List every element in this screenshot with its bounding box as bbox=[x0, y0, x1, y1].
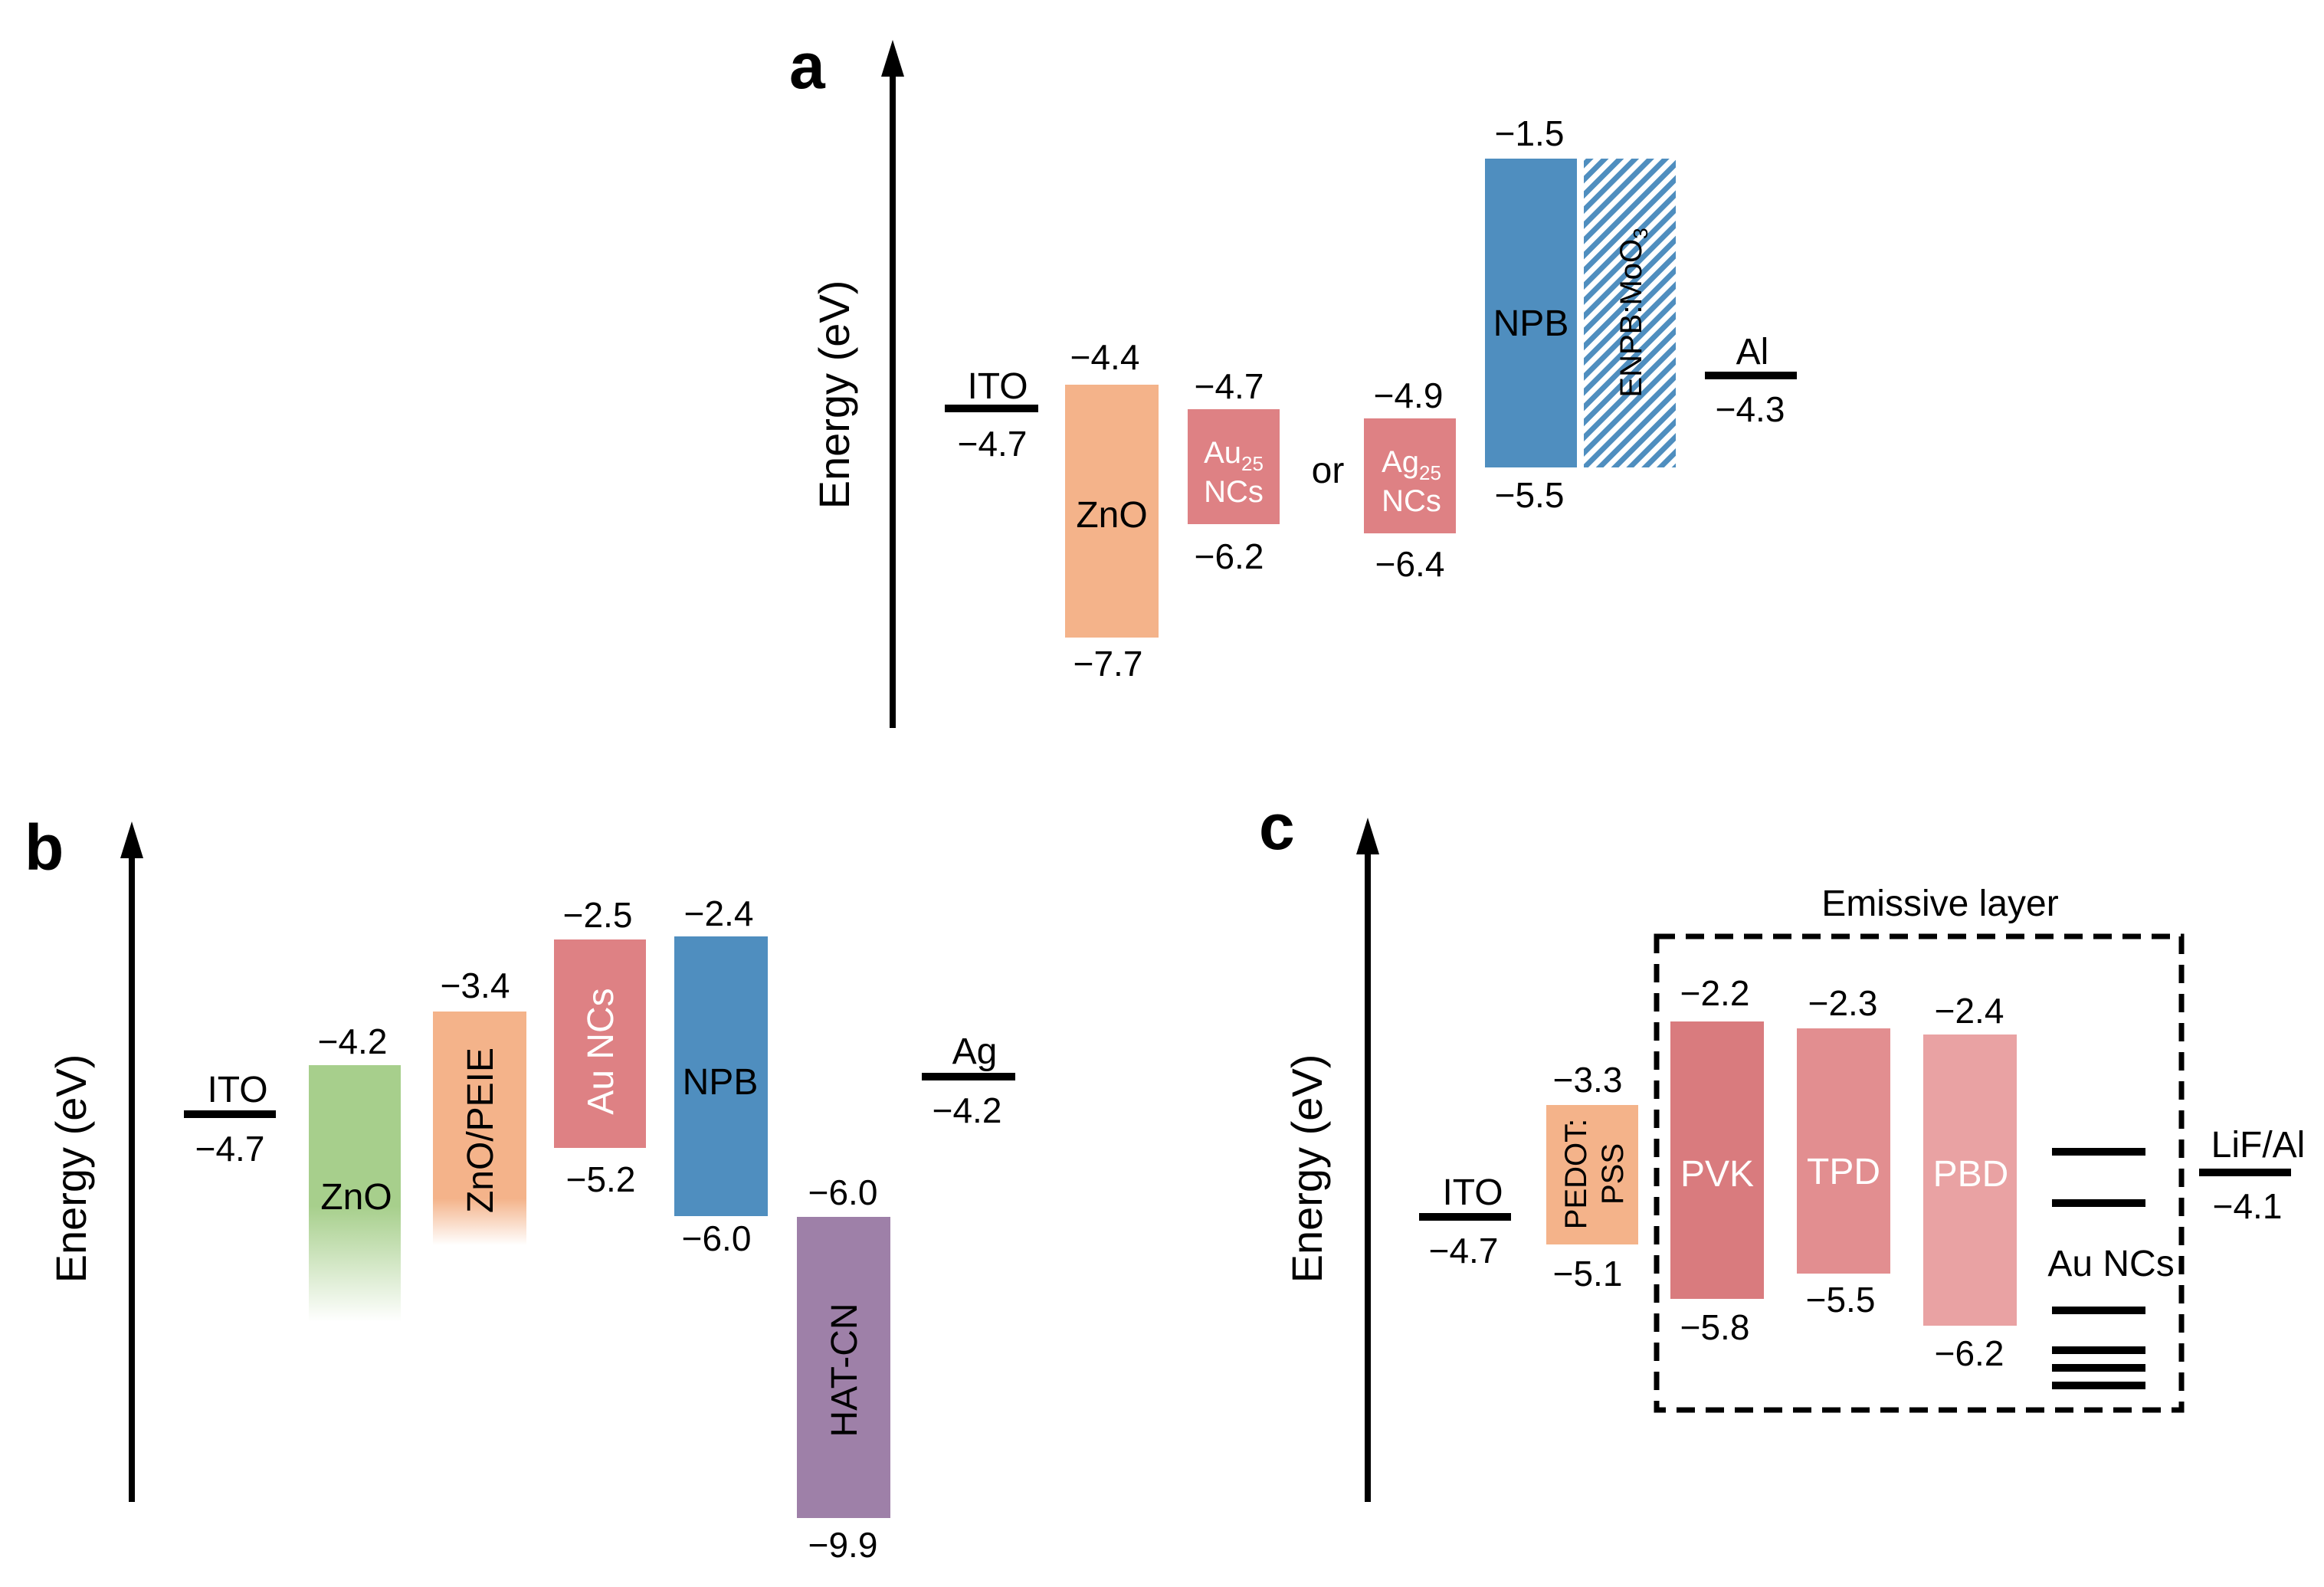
panel-c-letter: c bbox=[1259, 791, 1295, 863]
ag25-main: Ag bbox=[1382, 445, 1419, 479]
panel-b-hatcn-top-value: −6.0 bbox=[808, 1172, 878, 1212]
panel-a-zno-top-value: −4.4 bbox=[1070, 337, 1140, 377]
panel-a-letter: a bbox=[789, 30, 826, 102]
panel-c: c Energy (eV) ITO −4.7 −3.3 PEDOT: PSS −… bbox=[1259, 791, 2305, 1502]
panel-a-ag25-label-line2: NCs bbox=[1382, 484, 1441, 518]
panel-b-npb-label: NPB bbox=[683, 1062, 759, 1103]
panel-a-or-text: or bbox=[1312, 451, 1345, 491]
panel-a-npb-label: NPB bbox=[1493, 303, 1569, 344]
panel-a-ito-value: −4.7 bbox=[958, 424, 1028, 464]
panel-b: b Energy (eV) ITO −4.7 −4.2 ZnO −3.4 ZnO… bbox=[25, 812, 1015, 1565]
panel-b-aunc-top-value: −2.5 bbox=[563, 895, 633, 935]
panel-a-ag25-bar bbox=[1364, 418, 1456, 533]
panel-b-zno-label: ZnO bbox=[320, 1177, 392, 1218]
panel-b-hatcn-label: HAT-CN bbox=[824, 1303, 865, 1437]
panel-a-npb-bottom-value: −5.5 bbox=[1495, 475, 1565, 515]
panel-a: a Energy (eV) ITO −4.7 −4.4 ZnO −7.7 −4.… bbox=[789, 30, 1797, 728]
panel-b-npb-top-value: −2.4 bbox=[684, 894, 754, 933]
panel-a-ito-label: ITO bbox=[967, 366, 1028, 407]
panel-c-pvk-bottom-value: −5.8 bbox=[1680, 1307, 1750, 1347]
panel-a-ag25-bottom-value: −6.4 bbox=[1375, 544, 1445, 584]
panel-a-zno-label: ZnO bbox=[1076, 495, 1147, 536]
panel-b-axis-arrowhead bbox=[120, 821, 143, 858]
panel-c-pbd-bottom-value: −6.2 bbox=[1935, 1333, 2004, 1373]
panel-a-au25-label-line2: NCs bbox=[1204, 475, 1264, 509]
panel-c-pvk-bar bbox=[1670, 1021, 1764, 1299]
panel-c-lifal-label: LiF/Al bbox=[2211, 1125, 2306, 1166]
panel-c-aunc-levels bbox=[2052, 1148, 2145, 1389]
panel-c-tpd-label: TPD bbox=[1807, 1152, 1880, 1192]
panel-c-lifal-value: −4.1 bbox=[2213, 1186, 2283, 1226]
panel-c-axis-label: Energy (eV) bbox=[1283, 1054, 1331, 1284]
panel-b-npb-bar bbox=[674, 936, 768, 1216]
panel-b-npb-bottom-value: −6.0 bbox=[682, 1218, 752, 1258]
au25-main: Au bbox=[1204, 436, 1241, 470]
enpb-main: ENPB:MoO bbox=[1614, 239, 1648, 398]
emissive-layer-box bbox=[1654, 933, 2185, 1413]
panel-c-pedot-bottom-value: −5.1 bbox=[1553, 1254, 1623, 1294]
panel-a-al-label: Al bbox=[1736, 332, 1769, 372]
ag25-sub: 25 bbox=[1419, 461, 1441, 484]
panel-b-znopeie-bar bbox=[433, 1012, 526, 1245]
panel-a-axis-label: Energy (eV) bbox=[810, 280, 858, 510]
panel-b-aunc-bar bbox=[554, 939, 646, 1148]
panel-c-ito-label: ITO bbox=[1442, 1172, 1503, 1213]
panel-a-au25-label: Au25 bbox=[1204, 436, 1264, 475]
panel-b-hatcn-bottom-value: −9.9 bbox=[808, 1525, 878, 1565]
panel-c-tpd-top-value: −2.3 bbox=[1808, 983, 1878, 1023]
panel-a-axis-arrowhead bbox=[881, 40, 904, 77]
panel-c-axis-arrowhead bbox=[1356, 818, 1379, 854]
panel-a-npb-bar bbox=[1485, 159, 1577, 467]
enpb-sub: 3 bbox=[1629, 228, 1652, 238]
panel-a-zno-bar bbox=[1065, 385, 1159, 638]
panel-b-hatcn-bar bbox=[797, 1217, 890, 1518]
panel-b-znopeie-label: ZnO/PEIE bbox=[461, 1048, 501, 1213]
panel-b-aunc-label: Au NCs bbox=[581, 988, 621, 1114]
panel-c-pedot-label-line1: PEDOT: bbox=[1559, 1119, 1593, 1229]
panel-c-aunc-label: Au NCs bbox=[2047, 1244, 2174, 1284]
emissive-layer-label: Emissive layer bbox=[1821, 884, 2058, 924]
panel-c-pbd-bar bbox=[1923, 1035, 2017, 1326]
panel-a-ag25-top-value: −4.9 bbox=[1374, 375, 1444, 415]
panel-a-au25-bottom-value: −6.2 bbox=[1195, 536, 1264, 576]
panel-a-ag25-label: Ag25 bbox=[1382, 445, 1441, 484]
panel-b-zno-bar bbox=[309, 1065, 401, 1322]
panel-c-pbd-top-value: −2.4 bbox=[1935, 991, 2004, 1031]
panel-a-zno-bottom-value: −7.7 bbox=[1073, 644, 1143, 684]
panel-b-axis-label: Energy (eV) bbox=[47, 1054, 95, 1284]
panel-a-au25-top-value: −4.7 bbox=[1195, 366, 1264, 406]
panel-c-pvk-label: PVK bbox=[1680, 1154, 1754, 1195]
panel-c-pedot-bar bbox=[1546, 1105, 1638, 1244]
panel-b-aunc-bottom-value: −5.2 bbox=[566, 1159, 636, 1199]
panel-a-npb-top-value: −1.5 bbox=[1495, 113, 1565, 153]
panel-b-letter: b bbox=[25, 812, 64, 884]
panel-b-ito-label: ITO bbox=[207, 1070, 267, 1110]
panel-c-tpd-bar bbox=[1797, 1028, 1890, 1274]
panel-b-ag-label: Ag bbox=[952, 1031, 998, 1072]
panel-c-pedot-top-value: −3.3 bbox=[1553, 1060, 1623, 1100]
panel-c-tpd-bottom-value: −5.5 bbox=[1806, 1280, 1876, 1320]
panel-a-al-value: −4.3 bbox=[1716, 389, 1785, 429]
panel-a-enpb-bar bbox=[1584, 159, 1676, 467]
panel-a-au25-bar bbox=[1188, 409, 1280, 524]
panel-c-pedot-label-line2: PSS bbox=[1596, 1143, 1630, 1205]
panel-b-zno-top-value: −4.2 bbox=[318, 1021, 388, 1061]
panel-b-znopeie-top-value: −3.4 bbox=[441, 966, 510, 1005]
panel-c-ito-value: −4.7 bbox=[1429, 1231, 1499, 1271]
panel-c-pbd-label: PBD bbox=[1933, 1154, 2009, 1195]
panel-c-pvk-top-value: −2.2 bbox=[1680, 973, 1750, 1013]
panel-b-ito-value: −4.7 bbox=[195, 1129, 265, 1169]
au25-sub: 25 bbox=[1241, 452, 1264, 475]
panel-b-ag-value: −4.2 bbox=[933, 1090, 1002, 1130]
panel-a-enpb-label: ENPB:MoO3 bbox=[1614, 228, 1652, 397]
